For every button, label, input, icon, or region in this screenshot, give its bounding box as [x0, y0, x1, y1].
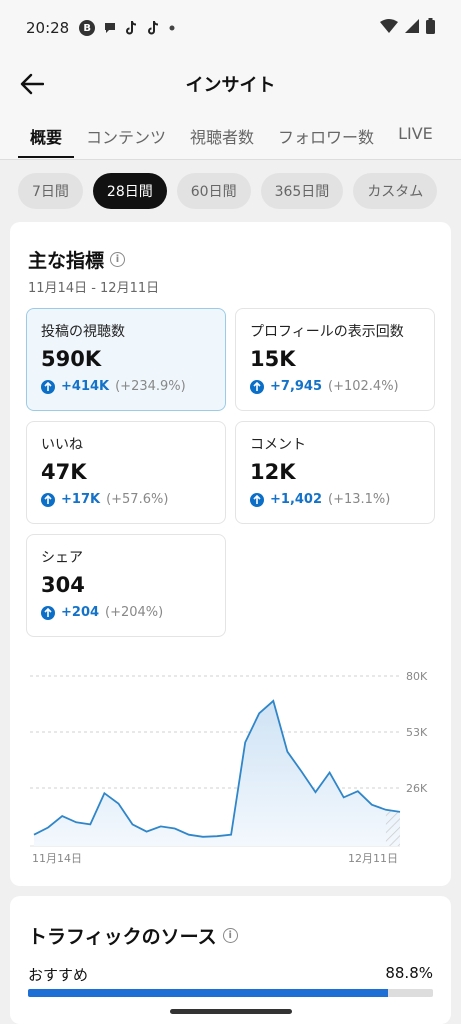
tab-overview[interactable]: 概要 [18, 112, 75, 158]
info-icon[interactable]: i [222, 928, 238, 943]
status-bar: 20:28 B [0, 0, 461, 56]
metric-card-likes[interactable]: いいね 47K +17K (+57.6%) [26, 421, 226, 524]
section-title: 主な指標 [28, 250, 105, 272]
y-tick-label: 80K [406, 670, 428, 683]
status-time: 20:28 [26, 19, 70, 37]
app-header: インサイト [0, 56, 461, 112]
arrow-up-icon [41, 379, 55, 394]
chip-custom[interactable]: カスタム [353, 173, 438, 209]
metric-label: いいね [41, 437, 83, 453]
date-range-chips: 7日間 28日間 60日間 365日間 カスタム [0, 160, 461, 222]
metric-value: 15K [250, 347, 296, 371]
key-metrics-header: 主な指標 i 11月14日 - 12月11日 [28, 246, 159, 296]
back-arrow-icon[interactable] [18, 70, 46, 98]
metric-delta: +17K (+57.6%) [41, 492, 211, 507]
metric-value: 47K [41, 460, 87, 484]
metric-card-post-views[interactable]: 投稿の視聴数 590K +414K (+234.9%) [26, 308, 226, 411]
arrow-up-icon [250, 379, 264, 394]
chat-bubble-icon [103, 21, 117, 35]
delta-absolute: +7,945 [270, 379, 323, 394]
status-right [380, 18, 435, 38]
metric-label: コメント [250, 437, 306, 453]
delta-percent: (+57.6%) [106, 492, 169, 507]
metric-label: シェア [41, 550, 83, 566]
metric-label: プロフィールの表示回数 [250, 324, 404, 340]
delta-absolute: +17K [61, 492, 101, 507]
chart-incomplete-hatch [385, 809, 400, 846]
y-tick-label: 53K [406, 726, 428, 739]
delta-percent: (+234.9%) [115, 379, 186, 394]
delta-percent: (+204%) [105, 605, 164, 620]
metric-card-comments[interactable]: コメント 12K +1,402 (+13.1%) [235, 421, 435, 524]
metric-delta: +414K (+234.9%) [41, 379, 211, 394]
tab-viewers[interactable]: 視聴者数 [190, 128, 255, 147]
metric-value: 304 [41, 573, 85, 597]
views-chart: 80K 53K 26K 11月14日 12月11日 [30, 670, 428, 865]
tab-content[interactable]: コンテンツ [86, 128, 167, 147]
chart-line [33, 699, 401, 838]
arrow-up-icon [41, 605, 55, 620]
x-tick-label-start: 11月14日 [32, 852, 82, 865]
metric-card-shares[interactable]: シェア 304 +204 (+204%) [26, 534, 226, 637]
x-tick-label-end: 12月11日 [348, 852, 398, 865]
more-dot-icon [169, 25, 175, 31]
key-metrics-card: 主な指標 i 11月14日 - 12月11日 投稿の視聴数 590K +414K… [10, 222, 451, 886]
tiktok-icon [147, 20, 161, 36]
traffic-row-recommended: おすすめ 88.8% [28, 964, 433, 985]
traffic-progress-bar [28, 989, 433, 997]
chip-28-days[interactable]: 28日間 [92, 173, 167, 209]
metric-label: 投稿の視聴数 [41, 324, 125, 340]
notification-b-icon: B [79, 20, 96, 36]
arrow-up-icon [250, 492, 264, 507]
delta-absolute: +204 [61, 605, 100, 620]
tab-followers[interactable]: フォロワー数 [278, 128, 375, 147]
tiktok-icon [125, 20, 139, 36]
traffic-source-value: 88.8% [385, 964, 433, 982]
metric-value: 12K [250, 460, 296, 484]
traffic-sources-card: トラフィックのソース i おすすめ 88.8% [10, 896, 451, 1024]
traffic-source-label: おすすめ [28, 966, 89, 984]
page-title: インサイト [185, 75, 276, 96]
traffic-progress-fill [28, 989, 388, 997]
traffic-title: トラフィックのソース [28, 926, 217, 948]
metric-delta: +204 (+204%) [41, 605, 211, 620]
arrow-up-icon [41, 492, 55, 507]
chart-area [34, 700, 400, 846]
home-indicator[interactable] [170, 1009, 292, 1014]
metric-value: 590K [41, 347, 102, 371]
tab-bar: 概要 コンテンツ 視聴者数 フォロワー数 LIVE [0, 112, 461, 160]
chip-60-days[interactable]: 60日間 [176, 173, 251, 209]
y-tick-label: 26K [406, 782, 428, 795]
traffic-header: トラフィックのソース i [28, 922, 238, 949]
tab-live[interactable]: LIVE [398, 124, 433, 143]
signal-icon [405, 19, 419, 37]
delta-absolute: +414K [61, 379, 110, 394]
delta-percent: (+102.4%) [328, 379, 399, 394]
chip-365-days[interactable]: 365日間 [260, 173, 344, 209]
wifi-icon [380, 19, 398, 37]
delta-percent: (+13.1%) [328, 492, 391, 507]
info-icon[interactable]: i [110, 252, 126, 267]
metric-delta: +1,402 (+13.1%) [250, 492, 420, 507]
date-range-label: 11月14日 - 12月11日 [28, 281, 160, 296]
chip-7-days[interactable]: 7日間 [18, 173, 83, 209]
battery-icon [426, 18, 435, 38]
metric-delta: +7,945 (+102.4%) [250, 379, 420, 394]
delta-absolute: +1,402 [270, 492, 323, 507]
metric-card-profile-views[interactable]: プロフィールの表示回数 15K +7,945 (+102.4%) [235, 308, 435, 411]
